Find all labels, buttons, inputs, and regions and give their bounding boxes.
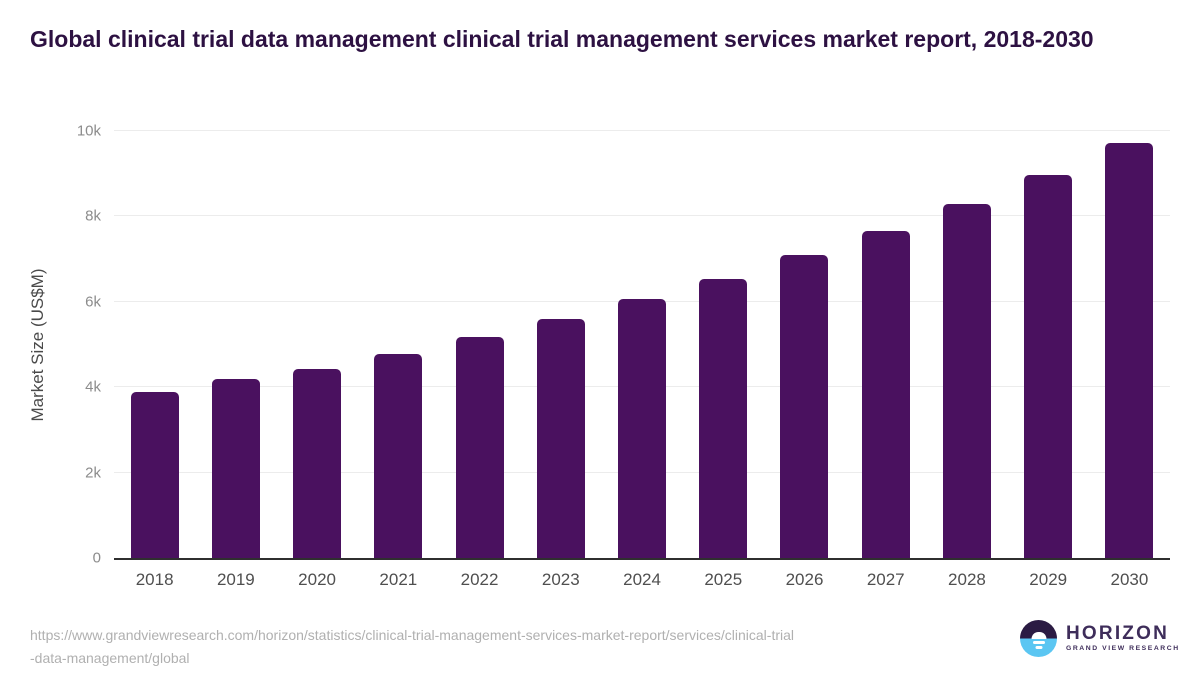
bars-container (114, 131, 1170, 558)
x-tick-label-2020: 2020 (298, 570, 336, 589)
gridline-10k (114, 130, 1170, 131)
x-tick-label-2021: 2021 (379, 570, 418, 589)
y-tick-label-8k: 8k (85, 207, 101, 225)
bar-2019 (211, 379, 260, 558)
bar-2022 (455, 336, 504, 558)
bar-2020 (293, 368, 342, 558)
bar-2024 (618, 299, 667, 558)
plot-area: 0 2k 4k 6k 8k 10k 2018 2019 2020 2021 2022 2023 2024… (77, 124, 1170, 589)
sun-reflection-dash (1032, 641, 1045, 644)
bar-2027 (861, 230, 910, 558)
chart-title: Global clinical trial data management cl… (30, 26, 1094, 52)
sun-shape (1031, 631, 1046, 639)
bar-slot-2023 (520, 131, 601, 558)
source-url-line-2: -data-management/global (30, 650, 190, 666)
gridline-8k (114, 215, 1170, 217)
bar-2018 (130, 392, 179, 558)
x-axis-labels: 2018 2019 2020 2021 2022 2023 2024 2025 2026 2027… (114, 570, 1170, 590)
bar-slot-2022 (439, 131, 520, 558)
bar-slot-2024 (601, 131, 682, 558)
logo-text: HORIZON GRAND VIEW RESEARCH (1066, 624, 1180, 653)
bar-2026 (780, 255, 829, 558)
source-url-line-1: https://www.grandviewresearch.com/horizo… (30, 627, 795, 643)
bar-slot-2020 (276, 131, 357, 558)
y-tick-label-10k: 10k (76, 122, 101, 140)
x-tick-label-2029: 2029 (1029, 570, 1068, 589)
bar-2025 (699, 278, 748, 558)
bar-slot-2028 (926, 131, 1007, 558)
bar-2023 (536, 319, 585, 558)
y-tick-label-4k: 4k (85, 378, 101, 396)
bar-2030 (1105, 142, 1154, 558)
bar-slot-2027 (845, 131, 926, 558)
x-tick-label-2024: 2024 (623, 570, 661, 589)
bar-slot-2019 (195, 131, 276, 558)
y-tick-label-6k: 6k (85, 293, 101, 311)
y-axis-title: Market Size (US$M) (28, 268, 47, 422)
x-tick-label-2022: 2022 (460, 570, 499, 589)
bar-2021 (374, 354, 423, 558)
source-url: https://www.grandviewresearch.com/horizo… (30, 624, 794, 670)
bar-slot-2029 (1008, 131, 1089, 558)
sun-reflection-dash (1035, 646, 1042, 649)
logo-subbrand-text: GRAND VIEW RESEARCH (1066, 645, 1180, 653)
horizon-sun-icon (1020, 620, 1057, 657)
x-tick-label-2030: 2030 (1110, 570, 1149, 589)
y-tick-label-0: 0 (92, 549, 101, 567)
bar-slot-2025 (683, 131, 764, 558)
bar-slot-2030 (1089, 131, 1170, 558)
x-tick-label-2018: 2018 (135, 570, 174, 589)
bar-slot-2026 (764, 131, 845, 558)
x-tick-label-2025: 2025 (704, 570, 743, 589)
bar-slot-2018 (114, 131, 195, 558)
bar-2028 (942, 204, 991, 558)
x-tick-label-2028: 2028 (948, 570, 986, 589)
bar-2029 (1024, 174, 1073, 558)
y-tick-label-2k: 2k (85, 464, 101, 482)
bar-slot-2021 (358, 131, 439, 558)
x-tick-label-2026: 2026 (785, 570, 824, 589)
x-tick-label-2019: 2019 (216, 570, 255, 589)
logo-brand-text: HORIZON (1066, 623, 1170, 645)
horizon-logo: HORIZON GRAND VIEW RESEARCH (1020, 620, 1180, 657)
x-tick-label-2023: 2023 (541, 570, 580, 589)
x-tick-label-2027: 2027 (866, 570, 905, 589)
